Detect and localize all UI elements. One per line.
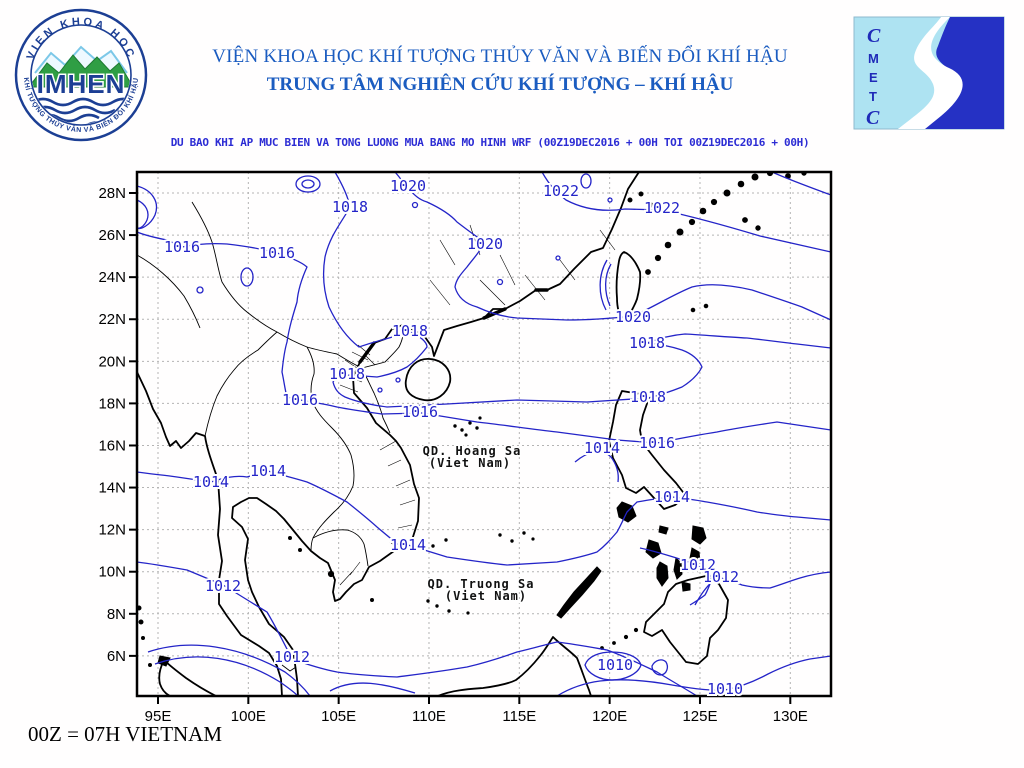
- isobar-1012: [137, 561, 698, 696]
- isobar-label: 1010: [707, 680, 743, 698]
- y-axis-tick-label: 28N: [98, 185, 126, 202]
- y-axis-tick-label: 6N: [107, 648, 126, 665]
- x-axis-tick-label: 110E: [412, 708, 446, 725]
- isobar-label: 1016: [639, 434, 675, 452]
- isobar-label: 1012: [205, 577, 241, 595]
- y-axis-tick-label: 26N: [98, 227, 126, 244]
- isobar-label: 1014: [584, 439, 620, 457]
- timezone-note: 00Z = 07H VIETNAM: [28, 722, 223, 746]
- isobar-label: 1014: [250, 462, 286, 480]
- pressure-map-container: 95E 100E 105E 110E 115E 120E 125E 130E 28N 26N 24N…: [0, 160, 1024, 728]
- isobar-label: 1016: [164, 238, 200, 256]
- x-axis-tick-label: 105E: [321, 708, 356, 725]
- isobar-label: 1018: [629, 334, 665, 352]
- isobar-1012-east-a: [639, 547, 713, 606]
- x-axis-tick-label: 125E: [682, 708, 717, 725]
- isobar-value-labels: 1016 1016 1018 1020 1020 1022 1022 1018 1018 1016…: [162, 175, 745, 700]
- isobar-1010-low: [584, 651, 642, 681]
- isobar-label: 1012: [274, 648, 310, 666]
- place-label: (Viet Nam): [445, 589, 527, 603]
- x-axis-tick-label: 95E: [145, 708, 172, 725]
- isobar-1016: [137, 231, 831, 444]
- isobar-label: 1018: [392, 322, 428, 340]
- model-run-title: DU BAO KHI AP MUC BIEN VA TONG LUONG MUA…: [170, 136, 810, 149]
- province-borders: [339, 224, 616, 586]
- cmetc-letter-c1: C: [867, 25, 881, 47]
- isobar-label: 1014: [654, 488, 690, 506]
- isobar-label: 1018: [630, 388, 666, 406]
- y-axis-tick-label: 18N: [98, 395, 126, 412]
- cmetc-logo-white-s: [898, 17, 963, 129]
- truong-sa-islets: [422, 531, 535, 615]
- map-frame: [135, 170, 833, 698]
- isobar-label: 1012: [703, 568, 739, 586]
- y-axis-tick-label: 10N: [98, 564, 126, 581]
- isobar-label: 1020: [467, 235, 503, 253]
- y-axis-tick-label: 8N: [107, 606, 126, 623]
- x-axis-tick-label: 115E: [502, 708, 536, 725]
- header: VIỆN KHOA HỌC KHÍ TƯỢNG THỦY VĂN VÀ BIẾN…: [150, 46, 850, 96]
- isobar-label: 1020: [615, 308, 651, 326]
- place-label: (Viet Nam): [429, 456, 511, 470]
- country-borders: [137, 201, 616, 672]
- isobar-label: 1016: [282, 391, 318, 409]
- isobar-label: 1022: [644, 199, 680, 217]
- x-axis-tick-label: 120E: [592, 708, 627, 725]
- y-axis-tick-label: 16N: [98, 437, 126, 454]
- y-axis-tick-label: 22N: [98, 311, 126, 328]
- island-name-labels: QD. Hoang Sa(Viet Nam)QD. Truong Sa(Viet…: [421, 443, 535, 605]
- axis-ticks: [129, 192, 792, 704]
- cmetc-letter-e: E: [869, 70, 878, 85]
- isobar-label: 1016: [402, 403, 438, 421]
- cmetc-letter-c2: C: [866, 107, 880, 129]
- cmetc-letter-t: T: [869, 89, 877, 104]
- isobar-label: 1016: [259, 244, 295, 262]
- y-axis-tick-label: 24N: [98, 269, 126, 286]
- imhen-acronym: IMHEN: [37, 69, 126, 99]
- coastlines: [137, 172, 807, 696]
- mountains: [32, 54, 130, 88]
- ryukyu-islands: [645, 172, 807, 275]
- isobar-contours: [137, 172, 831, 696]
- y-axis-tick-label: 14N: [98, 480, 126, 497]
- x-axis-tick-label: 130E: [773, 708, 808, 725]
- isobar-1012-east-b: [694, 571, 831, 606]
- isobar-label: 1014: [193, 473, 229, 491]
- isobar-label: 1020: [390, 177, 426, 195]
- cmetc-logo: C M E T C: [853, 16, 1005, 130]
- minor-contour-cells: [137, 173, 613, 696]
- isobar-1020: [394, 172, 831, 321]
- isobar-label: 1018: [329, 365, 365, 383]
- isobar-label: 1022: [543, 182, 579, 200]
- axis-labels: 95E 100E 105E 110E 115E 120E 125E 130E 28N 26N 24N…: [98, 185, 807, 725]
- isobar-1014-pocket: [574, 451, 619, 483]
- center-name: TRUNG TÂM NGHIÊN CỨU KHÍ TƯỢNG – KHÍ HẬU: [266, 74, 734, 95]
- x-axis-tick-label: 100E: [231, 708, 266, 725]
- isobar-1018: [322, 172, 831, 408]
- isobar-label: 1014: [390, 536, 426, 554]
- isobar-1010: [556, 655, 831, 696]
- hoang-sa-islets: [453, 416, 482, 437]
- small-islands: [137, 191, 709, 667]
- isobar-label: 1010: [597, 656, 633, 674]
- imhen-logo: IMHEN VIEN KHOA HOC KHÍ TƯỢNG THỦY VĂN V…: [14, 8, 148, 142]
- place-label: QD. Truong Sa: [428, 577, 535, 591]
- cmetc-letter-m: M: [868, 51, 879, 66]
- institute-name: VIỆN KHOA HỌC KHÍ TƯỢNG THỦY VĂN VÀ BIẾN…: [212, 46, 788, 67]
- isobar-1014: [137, 470, 831, 566]
- place-label: QD. Hoang Sa: [423, 444, 522, 458]
- isobar-label: 1018: [332, 198, 368, 216]
- isobar-1022: [541, 172, 831, 253]
- sea-level-pressure-map: 95E 100E 105E 110E 115E 120E 125E 130E 28N 26N 24N…: [98, 170, 833, 725]
- y-axis-tick-label: 12N: [98, 522, 126, 539]
- isobar-label: 1012: [680, 556, 716, 574]
- isobar-1024: [771, 172, 831, 196]
- y-axis-tick-label: 20N: [98, 353, 126, 370]
- cmetc-logo-dark-swoosh: [923, 17, 1004, 129]
